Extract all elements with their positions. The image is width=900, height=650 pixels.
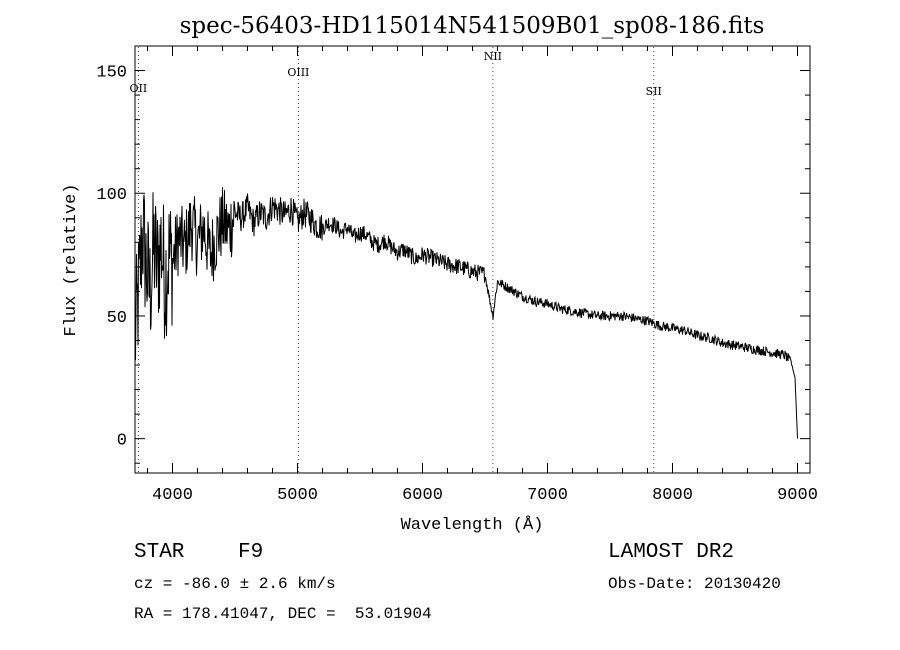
plot-frame bbox=[134, 45, 811, 474]
x-tick-label: 9000 bbox=[777, 486, 818, 505]
y-tick-label: 50 bbox=[107, 309, 127, 328]
line-marker-label: OII bbox=[130, 82, 148, 95]
y-tick-label: 0 bbox=[117, 432, 127, 451]
redshift-text: cz = -86.0 ± 2.6 km/s bbox=[134, 575, 336, 593]
line-marker-label: SII bbox=[646, 85, 662, 98]
x-tick-label: 4000 bbox=[152, 486, 193, 505]
axis-ticks bbox=[135, 45, 810, 473]
obs-date: Obs-Date: 20130420 bbox=[608, 575, 781, 593]
subclass: F9 bbox=[238, 541, 264, 564]
x-tick-label: 5000 bbox=[277, 486, 318, 505]
survey-label: LAMOST DR2 bbox=[608, 541, 735, 564]
spectrum-line bbox=[134, 187, 798, 439]
x-tick-label: 8000 bbox=[652, 486, 693, 505]
x-tick-label: 7000 bbox=[527, 486, 568, 505]
chart-title: spec-56403-HD115014N541509B01_sp08-186.f… bbox=[180, 13, 765, 39]
object-type: STAR bbox=[134, 541, 185, 564]
line-marker-label: OIII bbox=[287, 66, 309, 79]
y-axis-label: Flux (relative) bbox=[62, 183, 81, 336]
tick-labels: 4000 5000 6000 7000 8000 9000 0 50 100 150 bbox=[96, 64, 818, 505]
x-tick-label: 6000 bbox=[402, 486, 443, 505]
emission-lines: OII OIII NII SII bbox=[130, 47, 662, 472]
coordinates: RA = 178.41047, DEC = 53.01904 bbox=[134, 605, 432, 623]
x-axis-label: Wavelength (Å) bbox=[401, 516, 544, 535]
y-tick-label: 150 bbox=[96, 64, 127, 83]
y-tick-label: 100 bbox=[96, 186, 127, 205]
line-marker-label: NII bbox=[484, 50, 502, 63]
